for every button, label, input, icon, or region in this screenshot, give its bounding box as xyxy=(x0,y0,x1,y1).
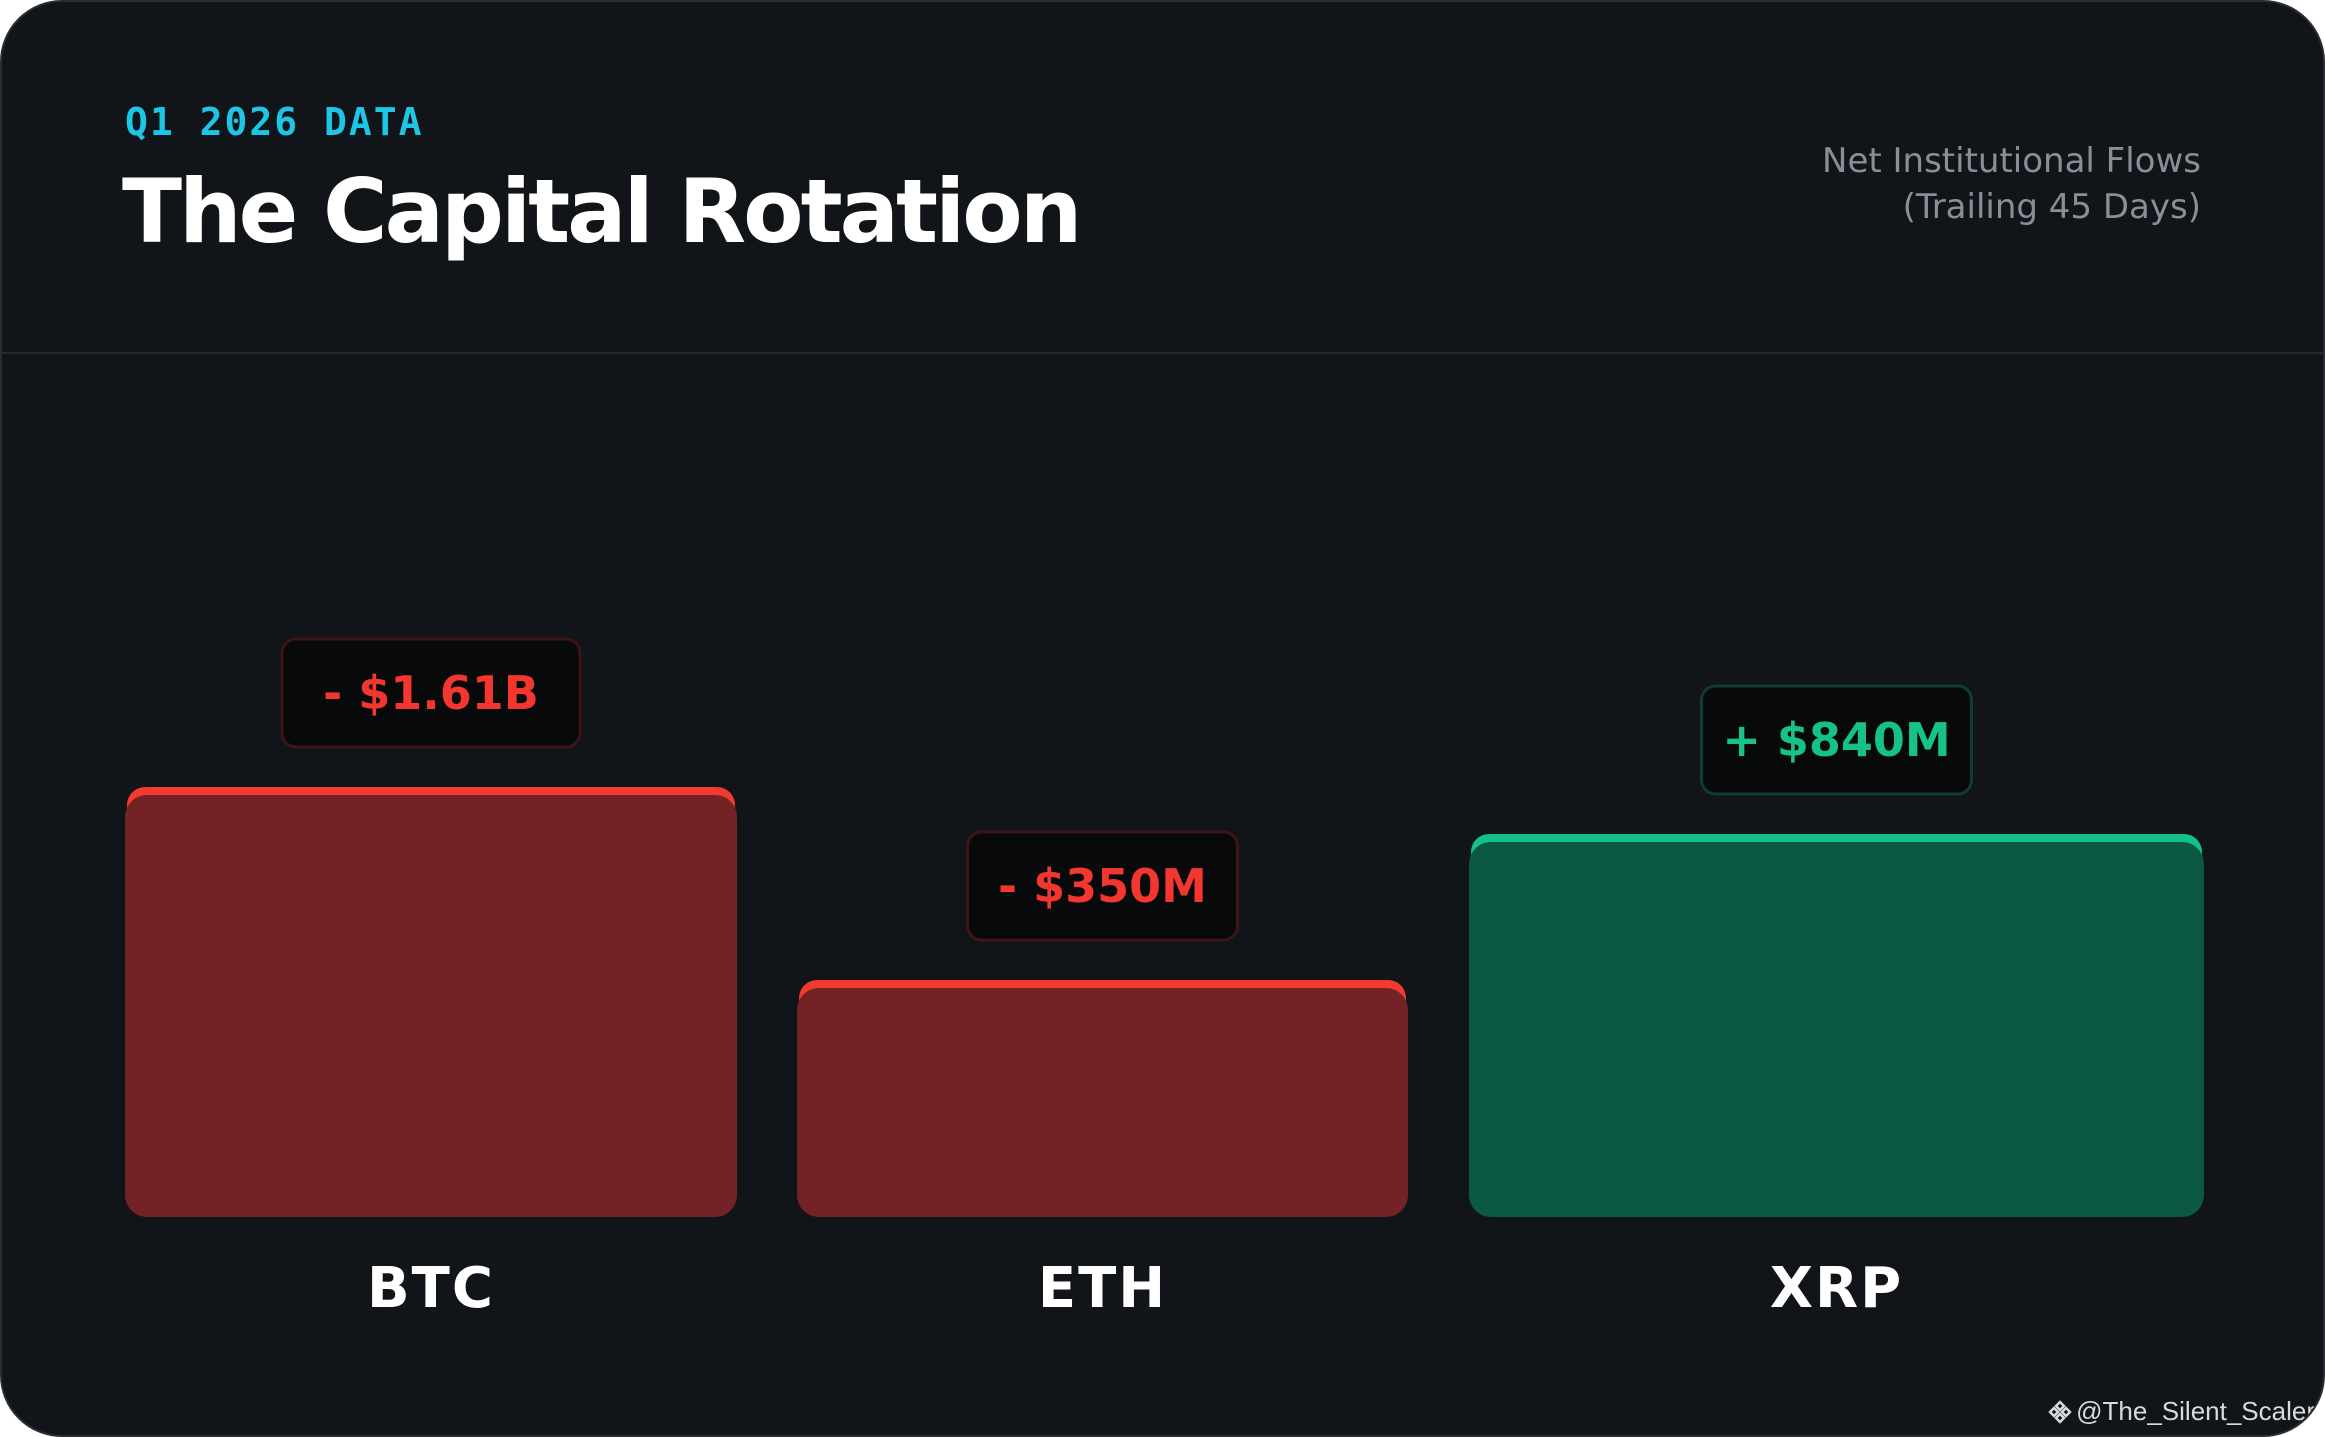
value-badge-eth xyxy=(966,830,1239,942)
bar-group-btc: - $1.61B BTC xyxy=(125,637,737,1321)
value-label-eth: - $350M xyxy=(998,859,1207,913)
chart-subtitle: Net Institutional Flows (Trailing 45 Day… xyxy=(1822,138,2201,230)
watermark-text: @The_Silent_Scaler xyxy=(2076,1396,2315,1426)
category-label-xrp: XRP xyxy=(1770,1256,1903,1321)
eyebrow-label: Q1 2026 DATA xyxy=(125,100,424,144)
value-badge-btc xyxy=(280,637,582,749)
bar-group-xrp: + $840M XRP xyxy=(1469,684,2204,1321)
value-label-xrp: + $840M xyxy=(1722,713,1950,767)
category-label-eth: ETH xyxy=(1038,1256,1167,1321)
page-title: The Capital Rotation xyxy=(122,160,1082,263)
bar-xrp xyxy=(1469,842,2204,1217)
watermark: @The_Silent_Scaler xyxy=(2048,1396,2315,1427)
subtitle-line-2: (Trailing 45 Days) xyxy=(1902,187,2201,227)
bar-group-eth: - $350M ETH xyxy=(797,830,1408,1321)
category-label-btc: BTC xyxy=(367,1256,495,1321)
value-label-btc: - $1.61B xyxy=(323,666,539,720)
subtitle-line-1: Net Institutional Flows xyxy=(1822,141,2201,181)
brand-logo-icon xyxy=(2048,1399,2072,1424)
bar-eth xyxy=(797,988,1408,1217)
value-badge-xrp xyxy=(1700,684,1973,796)
header-divider xyxy=(2,352,2323,354)
bar-btc xyxy=(125,795,737,1217)
